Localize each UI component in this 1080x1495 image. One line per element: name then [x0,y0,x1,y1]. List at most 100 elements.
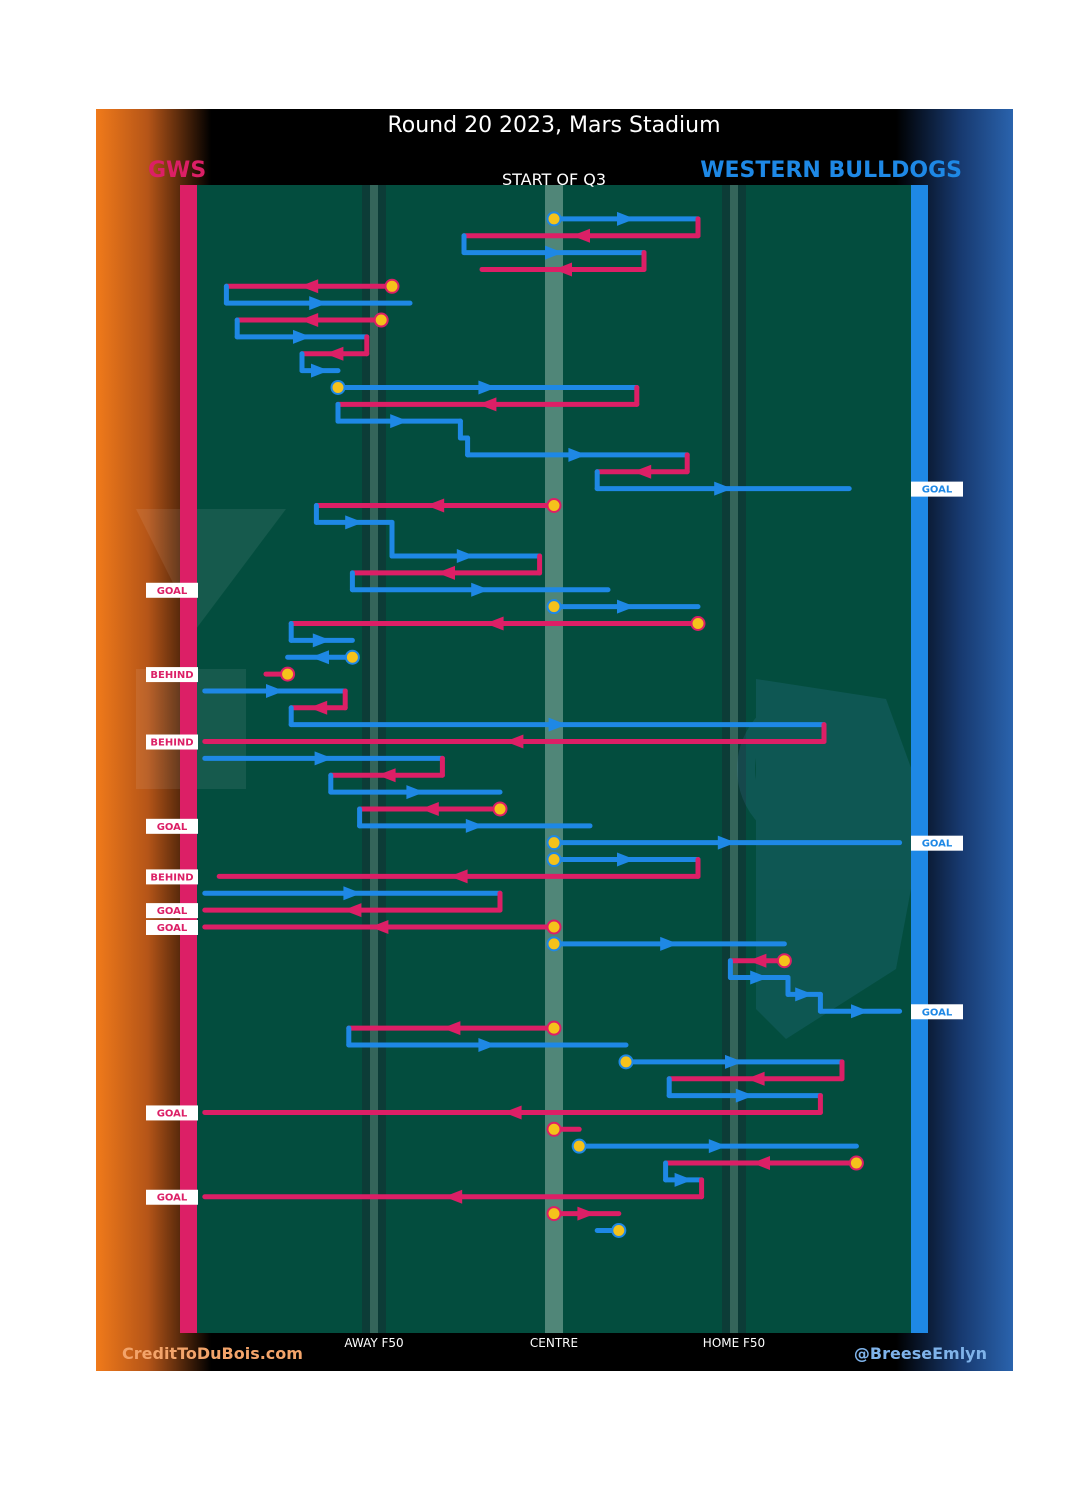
chain [202,751,503,800]
away-team-label: WESTERN BULLDOGS [700,158,962,183]
ball-up-marker [546,835,562,851]
score-label-text: GOAL [157,923,188,934]
ball-icon [546,599,562,615]
ball-up-marker [344,649,360,665]
direction-arrow [851,1004,869,1019]
ball-icon [384,278,400,294]
score-label-text: GOAL [157,1108,188,1119]
direction-arrow [343,903,362,918]
ball-up-marker [571,1138,587,1154]
score-end-label: GOAL [146,1105,198,1121]
direction-arrow [545,245,563,260]
ball-icon [776,953,792,969]
ball-up-marker [546,919,562,935]
ball-up-marker [384,278,400,294]
direction-arrow [617,599,635,614]
direction-arrow [568,447,587,462]
chain [285,650,355,665]
ball-icon [546,211,562,227]
score-label-text: BEHIND [150,872,193,883]
direction-arrow [503,1105,522,1120]
direction-arrow [752,1156,770,1171]
direction-arrow [478,380,497,395]
score-end-label: BEHIND [146,667,198,683]
chain [357,801,593,833]
title: Round 20 2023, Mars Stadium [387,113,720,138]
direction-arrow [314,751,333,766]
chain [551,835,903,850]
ball-up-marker [546,936,562,952]
direction-arrow [548,717,567,732]
ball-up-marker [280,666,296,682]
direction-arrow [293,329,311,344]
direction-arrow [300,313,319,328]
direction-arrow [390,414,409,429]
direction-arrow [311,363,329,378]
direction-arrow [725,1054,743,1069]
x-axis-label: AWAY F50 [344,1336,403,1350]
direction-arrow [437,565,455,580]
bulldogs-logo-watermark [737,679,926,1039]
poster: GOAL GOAL BEHIND BEHIND GOAL GOAL BEHIND GOAL GO… [96,109,1013,1371]
direction-arrow [617,211,635,226]
credit-left: CreditToDuBois.com [122,1344,303,1363]
score-end-label: BEHIND [146,869,198,885]
chain [313,498,611,597]
score-label-box [146,919,198,935]
ball-up-marker [492,801,508,817]
chain [216,852,701,884]
chain [551,599,701,614]
chain [346,1021,629,1052]
chain [461,211,701,277]
direction-arrow [444,1189,463,1204]
direction-arrow [795,987,814,1002]
score-label-box [146,903,198,919]
direction-arrow [266,683,284,698]
direction-arrow [456,549,475,564]
score-label-text: GOAL [922,839,953,850]
direction-arrow [478,397,497,412]
direction-arrow [717,835,736,850]
end-labels: GOAL GOAL BEHIND BEHIND GOAL GOAL BEHIND GOAL GO… [146,481,963,1205]
x-axis-label: CENTRE [530,1336,578,1350]
ball-up-marker [690,616,706,631]
chain [727,953,903,1019]
direction-arrow [312,633,331,648]
direction-arrow [309,296,328,311]
ball-icon [571,1138,587,1154]
direction-arrow [478,1038,497,1052]
direction-arrow [577,1206,596,1221]
score-end-label: GOAL [146,582,198,598]
ball-icon [546,1206,562,1222]
ball-up-marker [546,1121,562,1137]
chain [288,616,701,648]
score-end-label: GOAL [911,1004,963,1020]
direction-arrow [465,818,484,833]
ball-up-marker [373,312,389,328]
ball-icon [344,649,360,665]
direction-arrow [300,279,319,294]
ball-up-marker [546,1206,562,1222]
score-end-label: GOAL [911,481,963,497]
direction-arrow [714,481,733,496]
ball-icon [546,497,562,513]
score-end-label: GOAL [146,1189,198,1205]
direction-arrow [311,650,329,665]
chain-chart: GOAL GOAL BEHIND BEHIND GOAL GOAL BEHIND GOAL GO… [96,109,1013,1371]
chain [576,1139,859,1154]
ball-up-marker [618,1054,634,1070]
chain [202,1054,845,1120]
ball-icon [848,1155,864,1171]
score-label-text: GOAL [922,1007,953,1018]
direction-arrow [370,919,389,934]
direction-arrow [377,768,396,783]
ball-icon [330,379,346,395]
ball-icon [618,1054,634,1070]
credit-right: @BreeseEmlyn [854,1344,987,1363]
direction-arrow [748,953,767,968]
score-label-text: BEHIND [150,670,193,681]
score-label-text: GOAL [157,1193,188,1204]
ball-up-marker [776,953,792,969]
direction-arrow [617,852,635,867]
score-label-text: GOAL [157,822,188,833]
